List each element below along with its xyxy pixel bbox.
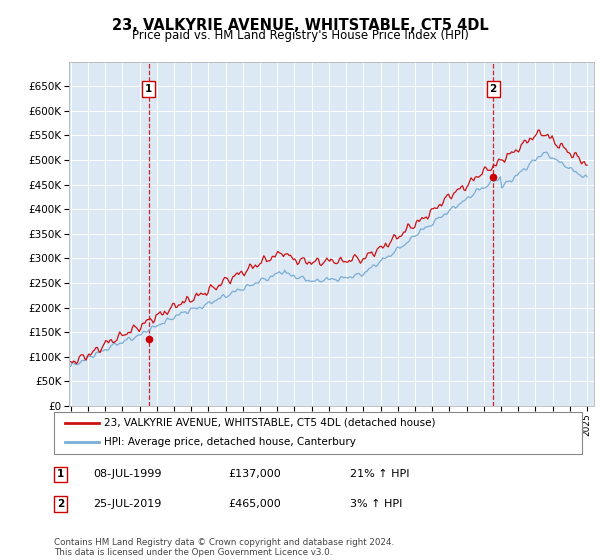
Text: HPI: Average price, detached house, Canterbury: HPI: Average price, detached house, Cant… bbox=[104, 437, 356, 447]
Text: 08-JUL-1999: 08-JUL-1999 bbox=[94, 469, 162, 479]
Text: 25-JUL-2019: 25-JUL-2019 bbox=[94, 499, 162, 509]
Text: 2: 2 bbox=[490, 83, 497, 94]
Text: 2: 2 bbox=[56, 499, 64, 509]
Text: 1: 1 bbox=[145, 83, 152, 94]
Text: Price paid vs. HM Land Registry's House Price Index (HPI): Price paid vs. HM Land Registry's House … bbox=[131, 29, 469, 42]
Text: £465,000: £465,000 bbox=[228, 499, 281, 509]
Text: 3% ↑ HPI: 3% ↑ HPI bbox=[350, 499, 402, 509]
Text: 21% ↑ HPI: 21% ↑ HPI bbox=[350, 469, 409, 479]
Text: Contains HM Land Registry data © Crown copyright and database right 2024.
This d: Contains HM Land Registry data © Crown c… bbox=[54, 538, 394, 557]
Text: £137,000: £137,000 bbox=[228, 469, 281, 479]
Text: 1: 1 bbox=[56, 469, 64, 479]
FancyBboxPatch shape bbox=[54, 412, 582, 454]
Text: 23, VALKYRIE AVENUE, WHITSTABLE, CT5 4DL (detached house): 23, VALKYRIE AVENUE, WHITSTABLE, CT5 4DL… bbox=[104, 418, 436, 428]
Text: 23, VALKYRIE AVENUE, WHITSTABLE, CT5 4DL: 23, VALKYRIE AVENUE, WHITSTABLE, CT5 4DL bbox=[112, 18, 488, 32]
